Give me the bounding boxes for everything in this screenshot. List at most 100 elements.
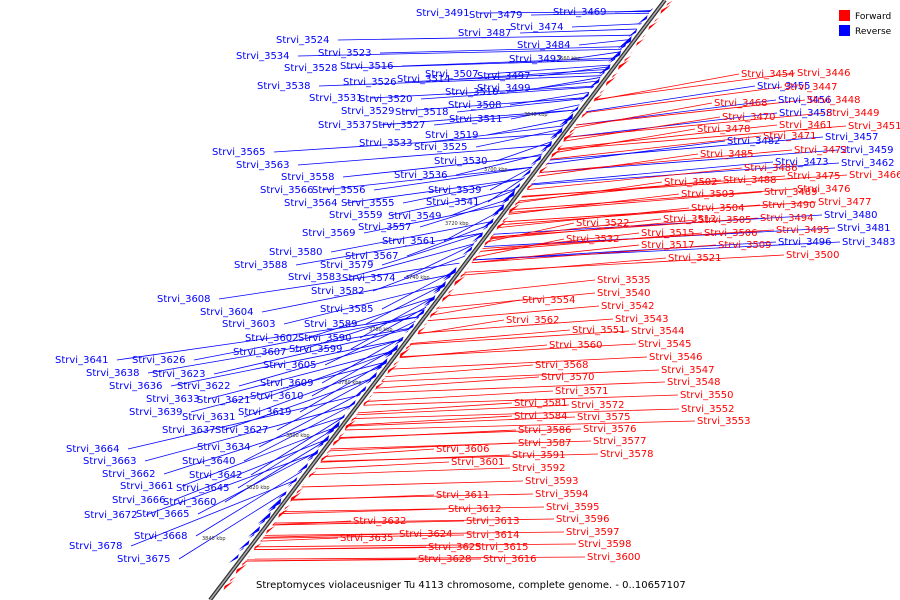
forward-gene-label[interactable]: Strvi_3594 — [535, 489, 589, 500]
reverse-gene-label[interactable]: Strvi_3663 — [83, 456, 137, 467]
reverse-gene-label[interactable]: Strvi_3539 — [428, 185, 482, 196]
reverse-gene-label[interactable]: Strvi_3666 — [112, 495, 166, 506]
forward-gene-label[interactable]: Strvi_3553 — [697, 416, 751, 427]
reverse-gene-label[interactable]: Strvi_3602 — [245, 333, 299, 344]
forward-gene-label[interactable]: Strvi_3458 — [779, 108, 833, 119]
forward-gene-label[interactable]: Strvi_3522 — [576, 218, 630, 229]
reverse-gene-label[interactable]: Strvi_3567 — [345, 251, 399, 262]
reverse-gene-label[interactable]: Strvi_3645 — [176, 483, 230, 494]
reverse-gene-label[interactable]: Strvi_3668 — [134, 531, 188, 542]
forward-gene-label[interactable]: Strvi_3584 — [514, 411, 568, 422]
reverse-gene-label[interactable]: Strvi_3564 — [284, 198, 338, 209]
reverse-gene-label[interactable]: Strvi_3585 — [320, 304, 374, 315]
forward-gene-label[interactable]: Strvi_3601 — [451, 457, 505, 468]
forward-gene-label[interactable]: Strvi_3545 — [638, 339, 692, 350]
forward-gene-label[interactable]: Strvi_3475 — [787, 171, 841, 182]
reverse-gene-label[interactable]: Strvi_3527 — [372, 120, 426, 131]
forward-gene-label[interactable]: Strvi_3457 — [825, 132, 879, 143]
forward-gene-label[interactable]: Strvi_3550 — [680, 390, 734, 401]
reverse-gene-label[interactable]: Strvi_3627 — [215, 425, 269, 436]
forward-gene-label[interactable]: Strvi_3624 — [399, 529, 453, 540]
reverse-gene-label[interactable]: Strvi_3619 — [238, 407, 292, 418]
forward-gene-label[interactable]: Strvi_3489 — [764, 187, 818, 198]
forward-gene-label[interactable]: Strvi_3571 — [555, 386, 609, 397]
forward-gene-label[interactable]: Strvi_3554 — [522, 295, 576, 306]
reverse-gene-label[interactable]: Strvi_3642 — [189, 470, 243, 481]
reverse-gene-label[interactable]: Strvi_3639 — [129, 407, 183, 418]
forward-gene-label[interactable]: Strvi_3614 — [466, 530, 520, 541]
reverse-gene-label[interactable]: Strvi_3558 — [281, 172, 335, 183]
forward-gene-label[interactable]: Strvi_3613 — [466, 516, 520, 527]
forward-gene-label[interactable]: Strvi_3600 — [587, 552, 641, 563]
forward-gene-label[interactable]: Strvi_3495 — [776, 225, 830, 236]
reverse-gene-label[interactable]: Strvi_3622 — [177, 381, 231, 392]
forward-gene-label[interactable]: Strvi_3542 — [601, 301, 655, 312]
forward-gene-label[interactable]: Strvi_3468 — [714, 98, 768, 109]
forward-gene-label[interactable]: Strvi_3570 — [541, 372, 595, 383]
reverse-gene-label[interactable]: Strvi_3492 — [509, 54, 563, 65]
reverse-gene-label[interactable]: Strvi_3672 — [84, 510, 138, 521]
reverse-gene-label[interactable]: Strvi_3609 — [260, 378, 314, 389]
forward-gene-label[interactable]: Strvi_3544 — [631, 326, 685, 337]
forward-gene-label[interactable]: Strvi_3551 — [572, 325, 626, 336]
forward-gene-label[interactable]: Strvi_3616 — [483, 554, 537, 565]
reverse-gene-label[interactable]: Strvi_3641 — [55, 355, 109, 366]
reverse-gene-label[interactable]: Strvi_3589 — [304, 319, 358, 330]
forward-gene-label[interactable]: Strvi_3552 — [681, 404, 735, 415]
reverse-gene-label[interactable]: Strvi_3563 — [236, 160, 290, 171]
forward-gene-label[interactable]: Strvi_3606 — [436, 444, 490, 455]
forward-gene-label[interactable]: Strvi_3535 — [597, 275, 651, 286]
forward-gene-label[interactable]: Strvi_3546 — [649, 352, 703, 363]
reverse-gene-label[interactable]: Strvi_3508 — [448, 100, 502, 111]
reverse-gene-label[interactable]: Strvi_3604 — [200, 307, 254, 318]
forward-gene-label[interactable]: Strvi_3560 — [549, 340, 603, 351]
reverse-gene-label[interactable]: Strvi_3499 — [477, 83, 531, 94]
forward-gene-label[interactable]: Strvi_3596 — [556, 514, 610, 525]
forward-gene-label[interactable]: Strvi_3490 — [762, 200, 816, 211]
forward-gene-label[interactable]: Strvi_3449 — [826, 108, 880, 119]
reverse-gene-label[interactable]: Strvi_3608 — [157, 294, 211, 305]
forward-gene-label[interactable]: Strvi_3512 — [663, 214, 717, 225]
forward-gene-label[interactable]: Strvi_3595 — [546, 502, 600, 513]
reverse-gene-label[interactable]: Strvi_3637 — [162, 425, 216, 436]
reverse-gene-label[interactable]: Strvi_3518 — [395, 107, 449, 118]
forward-gene-label[interactable]: Strvi_3515 — [641, 228, 695, 239]
forward-gene-label[interactable]: Strvi_3461 — [779, 120, 833, 131]
reverse-gene-label[interactable]: Strvi_3633 — [146, 394, 200, 405]
forward-gene-label[interactable]: Strvi_3481 — [837, 223, 891, 234]
forward-gene-label[interactable]: Strvi_3446 — [797, 68, 851, 79]
reverse-gene-label[interactable]: Strvi_3487 — [458, 28, 512, 39]
forward-gene-label[interactable]: Strvi_3448 — [807, 95, 861, 106]
reverse-gene-label[interactable]: Strvi_3549 — [388, 211, 442, 222]
reverse-gene-label[interactable]: Strvi_3579 — [320, 260, 374, 271]
reverse-gene-label[interactable]: Strvi_3557 — [358, 222, 412, 233]
reverse-gene-label[interactable]: Strvi_3661 — [120, 481, 174, 492]
forward-gene-label[interactable]: Strvi_3509 — [718, 240, 772, 251]
reverse-gene-label[interactable]: Strvi_3525 — [414, 142, 468, 153]
reverse-gene-label[interactable]: Strvi_3484 — [517, 40, 571, 51]
forward-gene-label[interactable]: Strvi_3575 — [577, 412, 631, 423]
forward-gene-label[interactable]: Strvi_3577 — [593, 436, 647, 447]
reverse-gene-label[interactable]: Strvi_3519 — [425, 130, 479, 141]
reverse-gene-label[interactable]: Strvi_3537 — [318, 120, 372, 131]
forward-gene-label[interactable]: Strvi_3447 — [784, 82, 838, 93]
forward-gene-label[interactable]: Strvi_3506 — [704, 228, 758, 239]
forward-gene-label[interactable]: Strvi_3521 — [668, 253, 722, 264]
forward-gene-label[interactable]: Strvi_3466 — [849, 170, 900, 181]
reverse-gene-label[interactable]: Strvi_3566 — [260, 185, 314, 196]
reverse-gene-label[interactable]: Strvi_3565 — [212, 147, 266, 158]
reverse-gene-label[interactable]: Strvi_3623 — [152, 369, 206, 380]
reverse-gene-label[interactable]: Strvi_3580 — [269, 247, 323, 258]
reverse-gene-label[interactable]: Strvi_3491 — [416, 8, 470, 19]
reverse-gene-label[interactable]: Strvi_3621 — [197, 395, 251, 406]
reverse-gene-label[interactable]: Strvi_3479 — [469, 10, 523, 21]
forward-gene-label[interactable]: Strvi_3517 — [641, 240, 695, 251]
forward-gene-label[interactable]: Strvi_3587 — [518, 438, 572, 449]
reverse-gene-label[interactable]: Strvi_3533 — [359, 138, 413, 149]
forward-gene-label[interactable]: Strvi_3592 — [512, 463, 566, 474]
reverse-gene-label[interactable]: Strvi_3574 — [342, 273, 396, 284]
forward-gene-label[interactable]: Strvi_3612 — [448, 504, 502, 515]
forward-gene-label[interactable]: Strvi_3455 — [757, 81, 811, 92]
reverse-gene-label[interactable]: Strvi_3636 — [109, 381, 163, 392]
forward-gene-label[interactable]: Strvi_3483 — [842, 237, 896, 248]
